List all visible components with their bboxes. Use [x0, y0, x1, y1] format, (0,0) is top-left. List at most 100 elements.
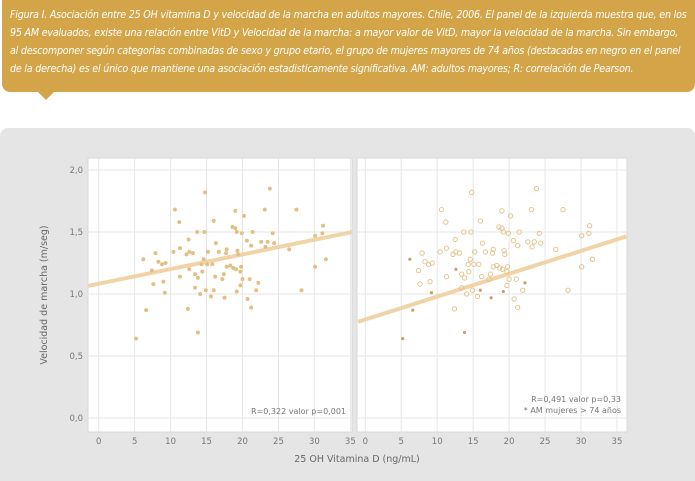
data-point: [525, 239, 531, 245]
x-tick-label: 15: [201, 437, 212, 447]
data-point: [223, 251, 228, 256]
data-point: [458, 285, 465, 291]
data-point: [502, 251, 508, 257]
data-point: [529, 244, 535, 250]
data-point: [203, 190, 208, 195]
x-tick-label: 25: [540, 437, 551, 447]
data-point: [222, 295, 227, 300]
x-tick-label: 5: [399, 437, 404, 447]
data-point: [536, 230, 542, 236]
x-tick-label: 10: [165, 437, 176, 447]
data-point: [249, 305, 254, 310]
data-point: [419, 250, 425, 256]
data-point: [240, 277, 245, 282]
data-point: [203, 288, 208, 293]
highlighted-data-point: [411, 308, 415, 312]
data-point: [200, 269, 205, 274]
data-point: [499, 266, 506, 272]
data-point: [272, 241, 277, 246]
data-point: [479, 240, 486, 246]
data-point: [528, 207, 535, 213]
data-point: [254, 288, 259, 293]
x-tick-label: 5: [132, 437, 137, 447]
data-point: [586, 230, 592, 236]
data-point: [474, 293, 481, 300]
data-point: [208, 294, 213, 299]
data-point: [506, 276, 512, 282]
data-point: [437, 249, 443, 255]
data-point: [294, 207, 299, 212]
data-point: [538, 240, 544, 246]
data-point: [185, 306, 190, 311]
data-point: [565, 287, 571, 293]
data-point: [533, 185, 540, 192]
data-point: [471, 261, 477, 267]
data-point: [159, 262, 164, 267]
highlighted-data-point: [523, 281, 527, 285]
data-point: [259, 239, 264, 244]
data-point: [205, 249, 210, 254]
data-point: [443, 273, 450, 280]
x-tick-label: 30: [309, 437, 320, 447]
data-point: [149, 268, 154, 273]
regression-line: [357, 234, 627, 324]
data-point: [235, 248, 240, 253]
data-point: [270, 231, 275, 236]
data-point: [469, 287, 476, 293]
data-point: [515, 304, 521, 311]
y-tick-label: 2,0: [69, 166, 83, 176]
data-point: [287, 247, 292, 252]
data-point: [507, 213, 514, 219]
highlighted-data-point: [478, 288, 482, 292]
data-point: [244, 238, 249, 243]
data-point: [531, 239, 537, 245]
data-point: [456, 250, 463, 256]
x-tick-label: 20: [237, 437, 248, 447]
data-point: [486, 276, 492, 282]
data-point: [224, 264, 229, 269]
data-point: [579, 233, 585, 239]
data-point: [427, 278, 433, 285]
data-point: [221, 272, 226, 277]
data-point: [177, 274, 182, 279]
data-point: [234, 267, 239, 272]
highlighted-data-point: [401, 337, 405, 341]
data-point: [516, 229, 522, 235]
data-point: [461, 229, 467, 235]
data-point: [201, 257, 206, 262]
highlighted-data-point: [408, 257, 412, 261]
data-point: [234, 230, 239, 234]
data-point: [141, 257, 146, 262]
data-point: [450, 251, 456, 257]
data-point: [505, 230, 512, 236]
data-point: [465, 261, 471, 267]
data-point: [321, 223, 326, 228]
y-tick-label: 1,5: [69, 228, 83, 238]
data-point: [476, 261, 482, 267]
data-point: [247, 277, 252, 282]
data-point: [245, 296, 250, 301]
data-point: [216, 249, 221, 254]
data-point: [211, 288, 216, 293]
data-point: [265, 239, 270, 244]
plot-area-right: [356, 157, 628, 433]
x-tick-label: 15: [468, 437, 479, 447]
data-point: [467, 256, 473, 262]
data-point: [213, 274, 218, 279]
highlighted-data-point: [489, 296, 493, 300]
data-point: [499, 208, 505, 214]
data-point: [195, 275, 200, 280]
data-point: [186, 237, 191, 242]
data-point: [477, 218, 483, 224]
highlighted-data-point: [462, 330, 467, 335]
data-point: [500, 229, 506, 235]
data-point: [210, 262, 215, 267]
data-point: [153, 251, 158, 256]
data-point: [238, 283, 243, 288]
data-point: [263, 244, 268, 249]
data-point: [234, 289, 239, 294]
data-point: [202, 230, 207, 234]
data-point: [504, 269, 510, 275]
caption-pointer: [38, 92, 54, 100]
data-point: [323, 257, 328, 262]
